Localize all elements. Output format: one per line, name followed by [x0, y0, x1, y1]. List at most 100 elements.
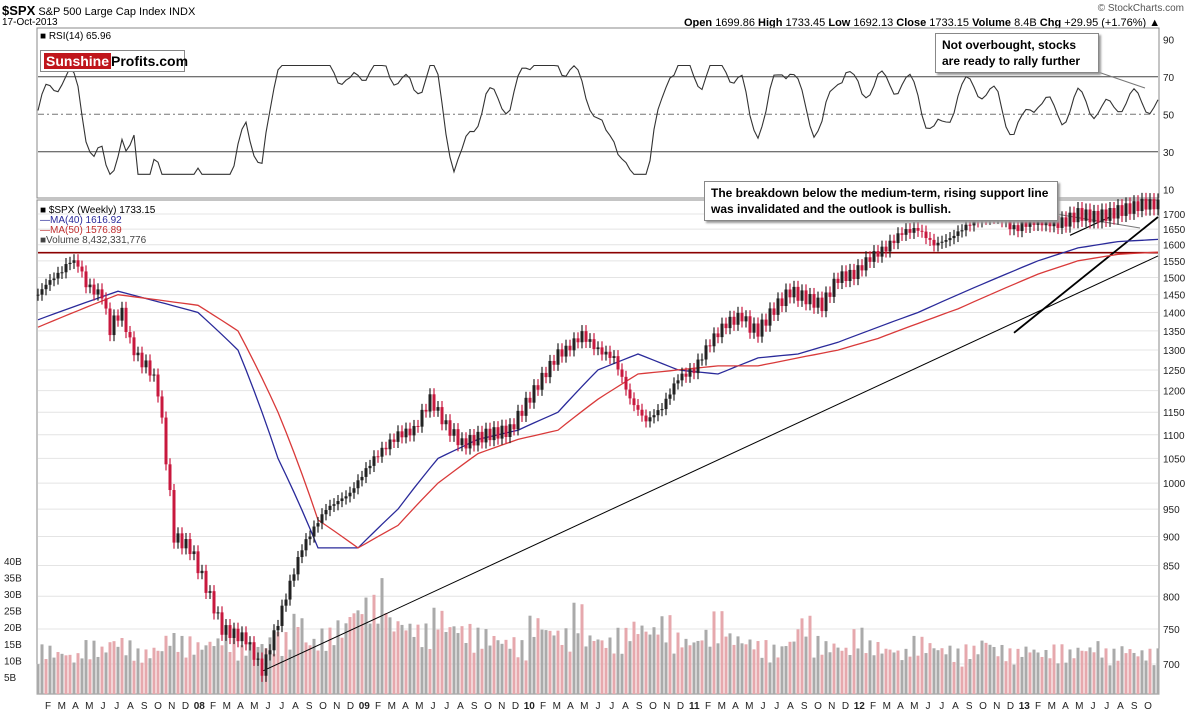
price-bar-body	[788, 289, 792, 298]
price-tick-label: 850	[1163, 562, 1180, 573]
volume-bar	[536, 618, 540, 694]
price-bar-body	[488, 428, 492, 441]
price-bar-body	[724, 323, 728, 329]
x-tick-label: D	[347, 701, 354, 712]
x-tick-label: D	[182, 701, 189, 712]
x-tick-label: M	[85, 701, 93, 712]
price-bar-body	[276, 625, 280, 631]
price-bar-body	[528, 397, 532, 403]
price-bar-body	[448, 420, 452, 436]
price-bar-body	[560, 349, 564, 357]
rsi-grid: 90 70 50 30 10	[38, 35, 1175, 196]
price-bar-body	[860, 265, 864, 271]
price-bar-body	[608, 351, 612, 358]
volume-bar	[232, 627, 236, 694]
volume-bar	[808, 615, 812, 694]
volume-bar	[292, 613, 296, 694]
price-tick-label: 1700	[1163, 210, 1186, 221]
volume-bar	[748, 639, 752, 694]
x-tick-label: D	[512, 701, 519, 712]
price-bar-body	[1104, 209, 1108, 221]
price-bar-body	[672, 383, 676, 395]
price-bar-body	[164, 417, 168, 465]
price-bar-body	[80, 266, 84, 272]
price-bar-body	[472, 435, 476, 446]
volume-bar	[352, 613, 356, 694]
logo-part-1: Sunshine	[44, 53, 112, 69]
x-tick-label: A	[457, 701, 464, 712]
price-bar-body	[660, 409, 664, 411]
volume-tick-label: 10B	[4, 656, 22, 667]
volume-tick-label: 15B	[4, 640, 22, 651]
price-bar-body	[384, 447, 388, 450]
price-bar-body	[1108, 208, 1112, 221]
legend-spx: ■ $SPX (Weekly) 1733.15	[40, 205, 155, 216]
volume-bar	[496, 640, 500, 694]
price-bar-body	[172, 490, 176, 543]
price-bar-body	[632, 398, 636, 406]
volume-bar	[988, 644, 992, 694]
volume-bar	[1072, 658, 1076, 694]
price-bar-body	[772, 308, 776, 315]
volume-bar	[812, 657, 816, 694]
price-bar-body	[744, 316, 748, 322]
price-bar-body	[628, 389, 632, 399]
volume-bar	[156, 650, 160, 694]
price-bar-body	[212, 591, 216, 614]
price-tick-label: 800	[1163, 592, 1180, 603]
x-tick-label: J	[774, 701, 779, 712]
volume-bar	[796, 629, 800, 694]
price-bar-body	[780, 298, 784, 307]
volume-bar	[424, 623, 428, 694]
volume-bar	[720, 611, 724, 694]
price-bar-body	[284, 599, 288, 606]
volume-bar	[420, 647, 424, 694]
price-bar-body	[540, 372, 544, 390]
volume-bar	[468, 623, 472, 694]
volume-bar	[252, 647, 256, 694]
volume-bar	[628, 641, 632, 694]
price-bar-body	[900, 233, 904, 235]
price-bar-body	[696, 359, 700, 374]
volume-bar	[588, 635, 592, 694]
price-bar-body	[516, 410, 520, 430]
price-bar-body	[776, 298, 780, 315]
x-tick-label: S	[306, 701, 313, 712]
volume-bar	[1036, 652, 1040, 694]
volume-tick-label: 35B	[4, 573, 22, 584]
volume-bar	[284, 632, 288, 694]
price-bar-body	[920, 230, 924, 232]
x-axis: F M A M J J A S O N D 08 F M A M J J A S O N D 09 F M A M J J A S O N D 10 F…	[45, 701, 1152, 712]
volume-bar	[1024, 646, 1028, 694]
volume-bar	[696, 640, 700, 694]
volume-bar	[316, 650, 320, 694]
volume-bar	[616, 627, 620, 694]
callout-pointer	[1043, 211, 1141, 229]
price-bar-body	[808, 293, 812, 305]
open-label: Open	[684, 17, 713, 29]
volume-bar	[672, 653, 676, 694]
price-bar-body	[708, 345, 712, 347]
price-bar-body	[600, 347, 604, 355]
volume-bar	[932, 648, 936, 694]
volume-bar	[844, 647, 848, 694]
price-bar-body	[508, 424, 512, 437]
volume-bar	[1128, 649, 1132, 694]
volume-bar	[532, 636, 536, 694]
x-tick-label: M	[388, 701, 396, 712]
volume-bar	[1016, 648, 1020, 694]
rsi-tick-label: 50	[1163, 110, 1175, 121]
close-value: 1733.15	[929, 17, 970, 29]
volume-bar	[464, 642, 468, 694]
volume-bar	[388, 617, 392, 694]
volume-bar	[56, 652, 60, 694]
volume-bar	[460, 626, 464, 694]
price-bar-body	[728, 316, 732, 329]
volume-bar	[220, 645, 224, 694]
volume-tick-label: 20B	[4, 623, 22, 634]
price-bar-body	[748, 316, 752, 333]
volume-bar	[868, 640, 872, 694]
price-tick-label: 1550	[1163, 257, 1186, 268]
volume-bar	[144, 649, 148, 694]
